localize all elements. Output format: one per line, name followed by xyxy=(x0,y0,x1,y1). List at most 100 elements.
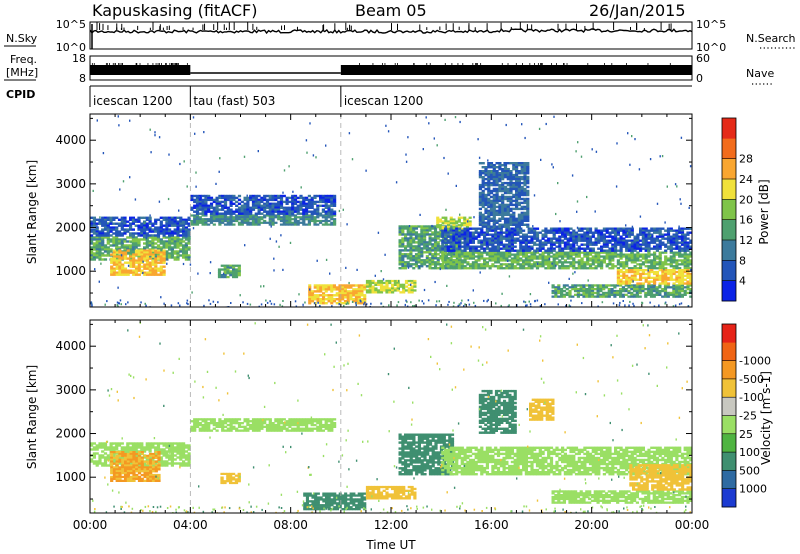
range-cell xyxy=(274,210,278,213)
range-cell xyxy=(103,216,108,219)
range-cell xyxy=(249,208,253,211)
range-cell xyxy=(201,223,205,226)
range-cell xyxy=(680,253,685,256)
range-cell xyxy=(471,249,475,252)
range-cell xyxy=(193,219,197,223)
range-cell xyxy=(182,234,186,237)
range-cell xyxy=(549,227,554,230)
range-cell xyxy=(533,251,537,254)
scatter-cell xyxy=(530,248,532,251)
range-cell xyxy=(95,226,99,229)
range-cell xyxy=(308,302,312,305)
range-cell xyxy=(112,236,116,239)
range-cell xyxy=(653,255,657,258)
range-cell xyxy=(221,219,225,223)
range-cell xyxy=(555,245,559,248)
range-cell xyxy=(483,235,487,238)
range-cell xyxy=(98,244,102,247)
scatter-cell xyxy=(551,163,553,166)
range-cell xyxy=(495,213,499,216)
range-cell xyxy=(506,195,510,199)
range-cell xyxy=(338,298,342,301)
range-cell xyxy=(541,261,545,264)
range-cell xyxy=(586,267,590,270)
range-cell xyxy=(305,218,309,221)
range-cell xyxy=(441,233,445,236)
range-cell xyxy=(498,162,502,165)
range-cell xyxy=(530,241,534,244)
range-cell xyxy=(274,221,278,224)
range-cell xyxy=(630,261,634,264)
range-cell xyxy=(401,259,405,262)
range-cell xyxy=(374,283,378,286)
range-cell xyxy=(669,243,673,246)
range-cell xyxy=(527,255,531,258)
range-cell xyxy=(204,219,208,223)
range-cell xyxy=(168,256,172,259)
range-cell xyxy=(398,233,402,236)
range-cell xyxy=(641,272,645,276)
range-cell xyxy=(112,240,116,243)
range-cell xyxy=(591,261,595,264)
range-cell xyxy=(449,237,453,240)
range-cell xyxy=(311,300,315,303)
range-cell xyxy=(686,286,690,289)
range-cell xyxy=(586,263,590,266)
range-cell xyxy=(574,237,579,240)
range-cell xyxy=(457,218,461,221)
range-cell xyxy=(151,238,155,241)
range-cell xyxy=(260,198,264,202)
range-cell xyxy=(193,210,197,213)
range-cell xyxy=(552,257,556,260)
range-cell xyxy=(605,257,609,260)
range-cell xyxy=(145,259,150,262)
range-cell xyxy=(95,232,99,235)
scatter-cell xyxy=(627,132,629,135)
range-cell xyxy=(672,237,676,240)
range-cell xyxy=(501,164,505,167)
range-cell xyxy=(580,267,584,270)
range-cell xyxy=(237,210,242,213)
range-cell xyxy=(460,233,464,236)
range-cell xyxy=(307,210,311,213)
scatter-cell xyxy=(183,160,185,163)
range-cell xyxy=(627,233,632,236)
range-cell xyxy=(428,225,432,228)
range-cell xyxy=(616,227,620,230)
range-cell xyxy=(488,227,492,230)
range-cell xyxy=(131,216,135,219)
range-cell xyxy=(669,274,673,277)
range-cell xyxy=(282,216,286,219)
range-cell xyxy=(583,251,587,254)
range-cell xyxy=(666,286,670,289)
range-cell xyxy=(647,270,651,274)
range-cell xyxy=(257,198,261,202)
range-cell xyxy=(296,223,300,226)
range-cell xyxy=(263,214,267,217)
power-plot-bg xyxy=(90,114,692,307)
range-cell xyxy=(516,249,520,252)
range-cell xyxy=(271,204,275,207)
range-cell xyxy=(159,220,163,223)
scatter-cell xyxy=(576,226,579,229)
range-cell xyxy=(633,295,637,298)
range-cell xyxy=(439,263,443,266)
range-cell xyxy=(672,255,676,258)
range-cell xyxy=(498,203,502,207)
range-cell xyxy=(143,224,147,227)
range-cell xyxy=(360,294,364,297)
range-cell xyxy=(669,241,673,244)
range-cell xyxy=(285,218,289,221)
station-title: Kapuskasing (fitACF) xyxy=(92,1,257,20)
range-cell xyxy=(494,261,498,264)
range-cell xyxy=(608,263,612,266)
range-cell xyxy=(686,280,690,283)
range-cell xyxy=(452,251,456,254)
range-cell xyxy=(683,243,687,246)
range-cell xyxy=(452,267,456,270)
range-cell xyxy=(568,295,572,298)
range-cell xyxy=(641,257,645,260)
range-cell xyxy=(489,207,494,211)
range-cell xyxy=(498,199,502,203)
range-cell xyxy=(92,230,96,233)
